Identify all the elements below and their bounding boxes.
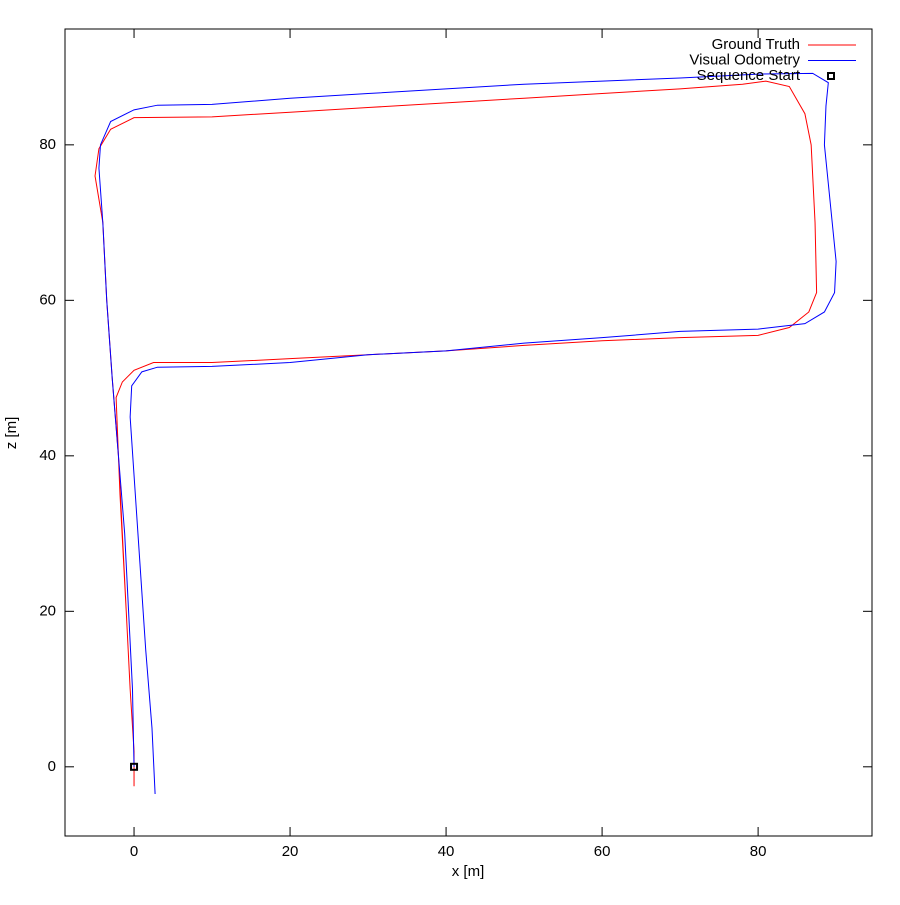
x-tick-label: 20 xyxy=(282,843,299,860)
legend-marker xyxy=(827,72,835,80)
legend-label: Sequence Start xyxy=(697,67,801,84)
y-axis-label: z [m] xyxy=(3,417,20,450)
plot-frame xyxy=(64,28,873,837)
x-tick-label: 40 xyxy=(438,843,455,860)
y-tick-label: 40 xyxy=(39,447,56,464)
y-tick-label: 20 xyxy=(39,602,56,619)
y-tick-label: 80 xyxy=(39,136,56,153)
y-tick-label: 0 xyxy=(48,758,56,775)
start-marker xyxy=(130,762,139,771)
y-tick-label: 60 xyxy=(39,291,56,308)
legend-label: Visual Odometry xyxy=(689,51,800,68)
x-tick-label: 60 xyxy=(594,843,611,860)
trajectory xyxy=(94,80,818,787)
x-axis-label: x [m] xyxy=(452,863,485,880)
x-tick-label: 0 xyxy=(130,843,138,860)
x-tick-label: 80 xyxy=(750,843,767,860)
trajectory xyxy=(98,72,837,795)
legend-label: Ground Truth xyxy=(712,36,800,53)
